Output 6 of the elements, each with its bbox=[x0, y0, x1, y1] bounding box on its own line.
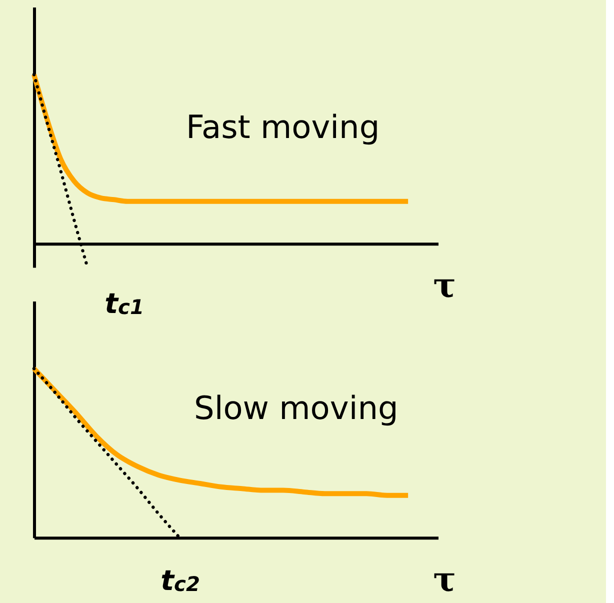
annotation: Fast moving bbox=[186, 108, 380, 146]
text: tc1 bbox=[104, 287, 144, 320]
text: tc2 bbox=[160, 564, 200, 597]
x-axis-title: τ bbox=[433, 560, 456, 600]
annotation: Slow moving bbox=[194, 389, 398, 427]
x-axis-title: τ bbox=[433, 266, 456, 306]
